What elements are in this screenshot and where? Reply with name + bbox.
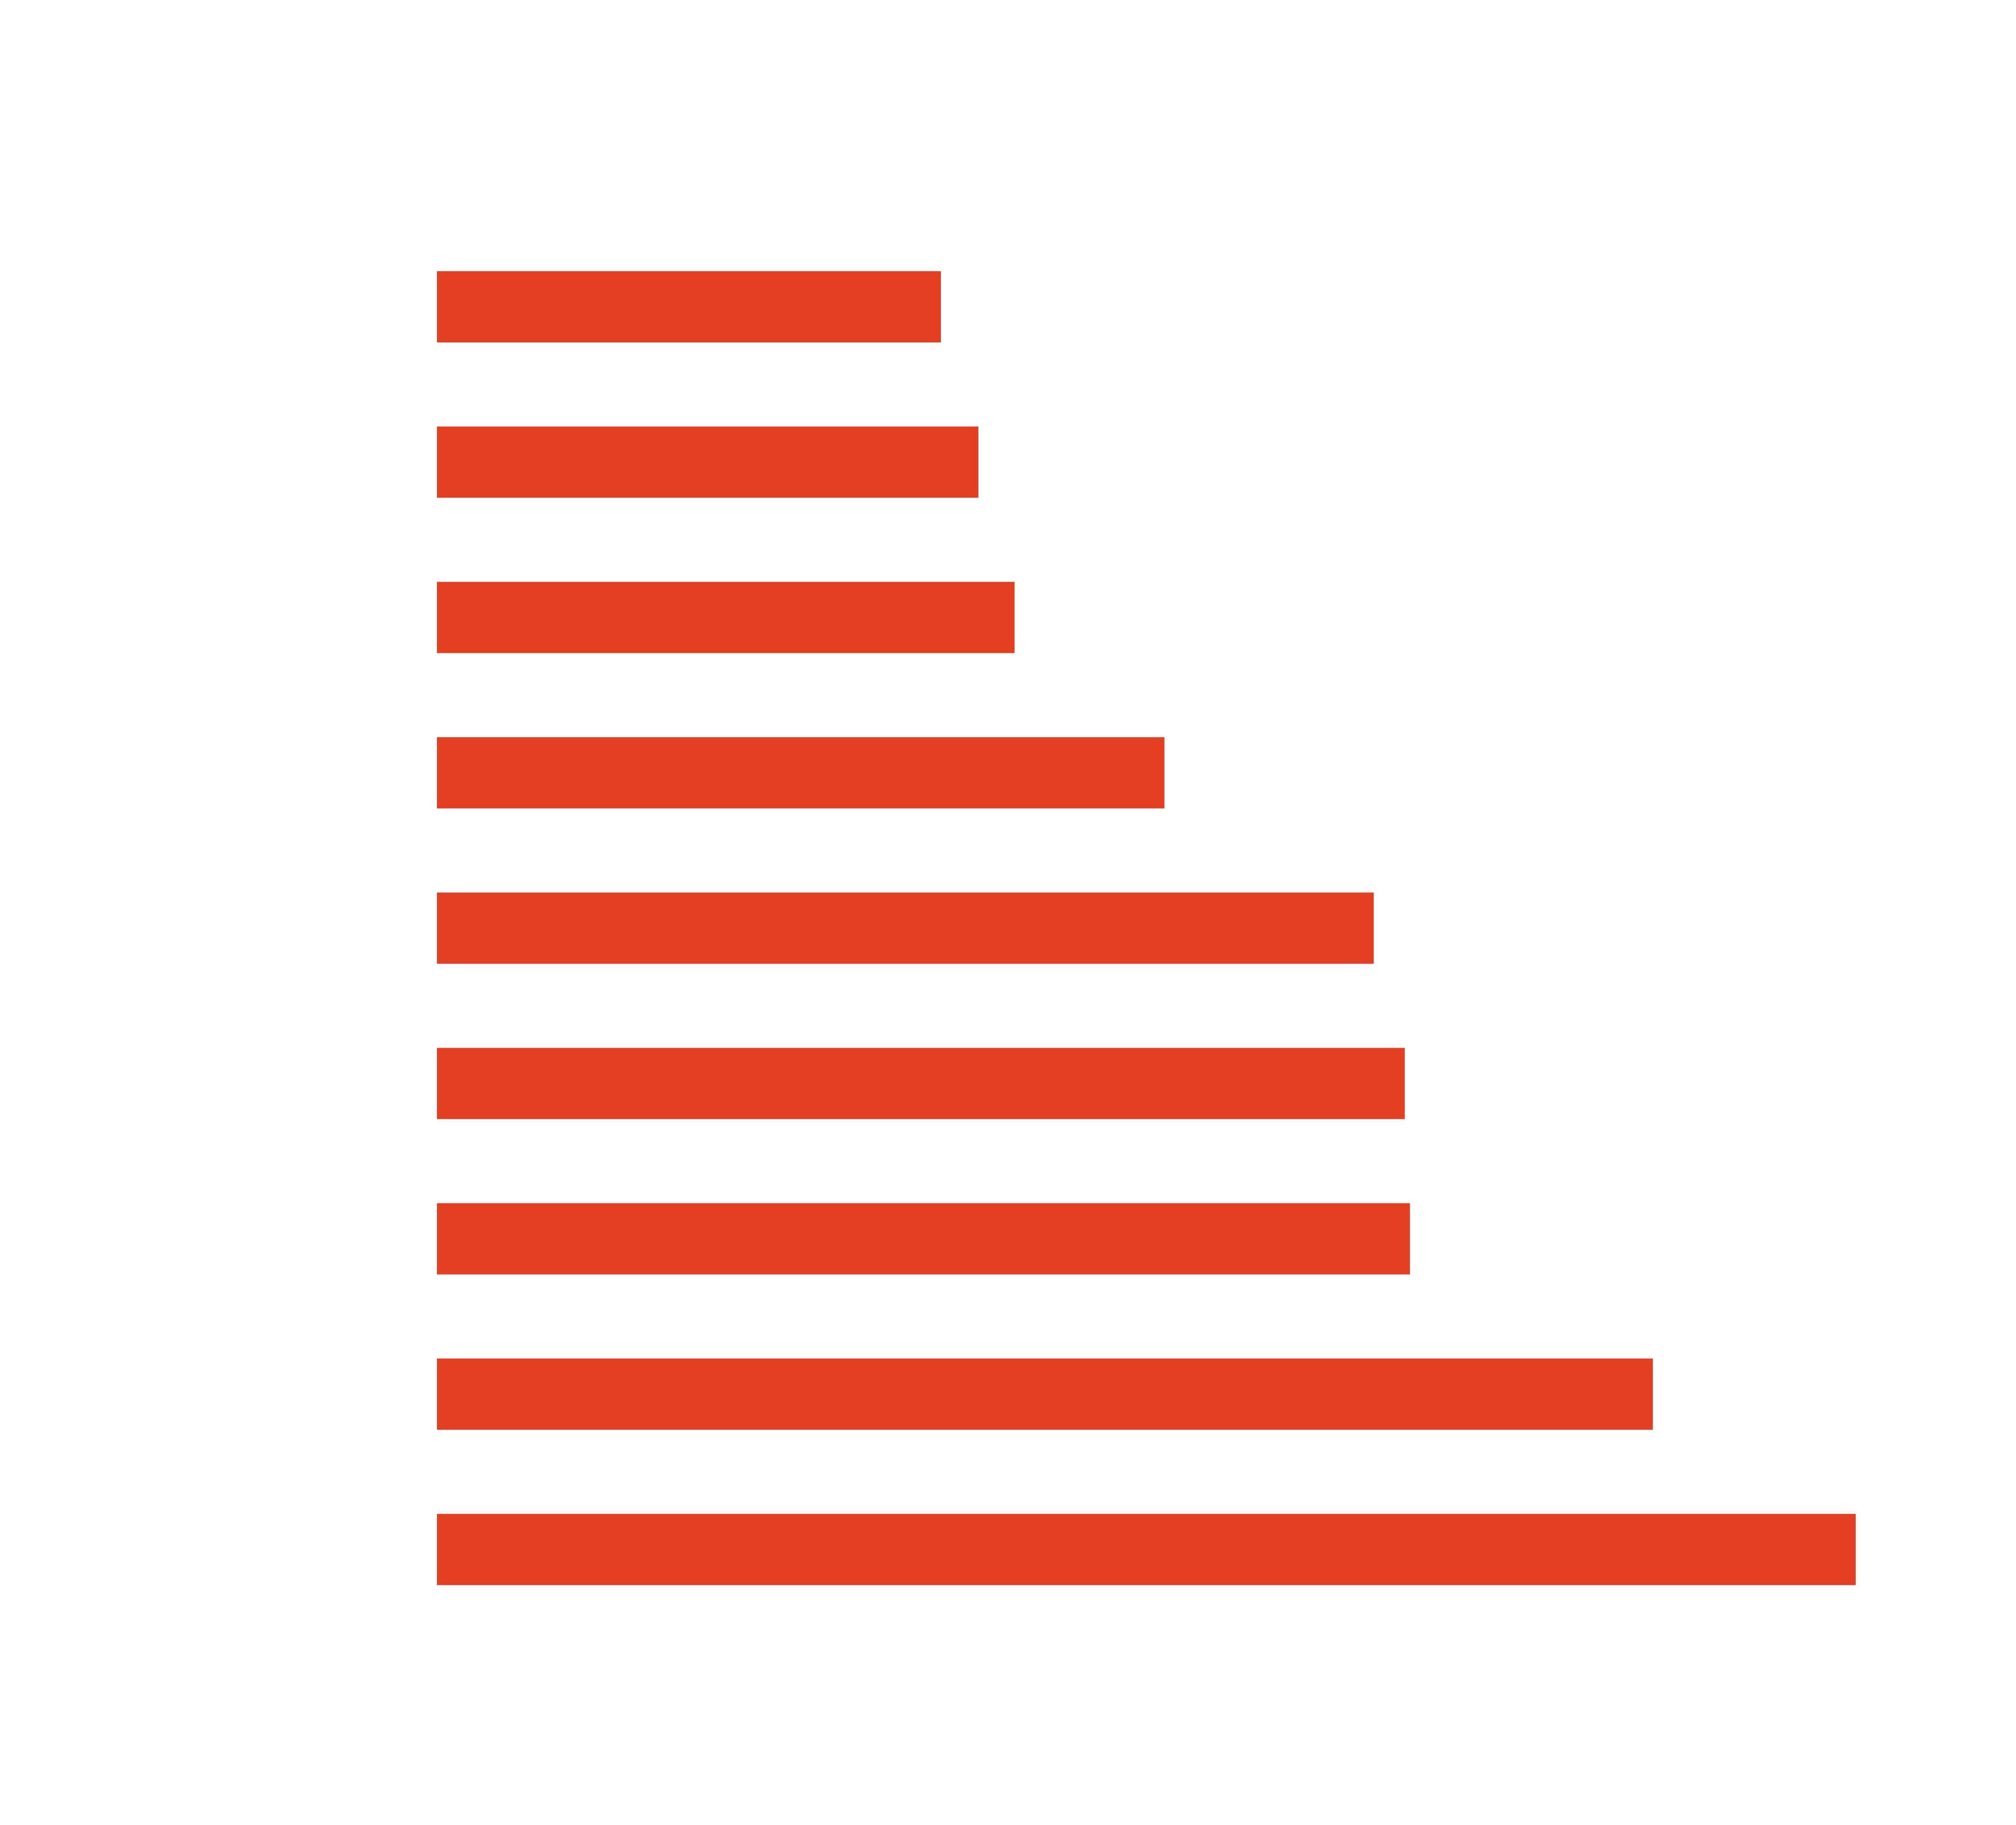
bar: [437, 426, 978, 498]
bar: [437, 582, 1015, 653]
bar: [437, 892, 1374, 964]
bar: [437, 1359, 1653, 1430]
bar: [437, 1514, 1856, 1585]
bar: [437, 737, 1165, 808]
bar: [437, 1048, 1405, 1119]
bar: [437, 271, 941, 342]
bar: [437, 1203, 1410, 1275]
